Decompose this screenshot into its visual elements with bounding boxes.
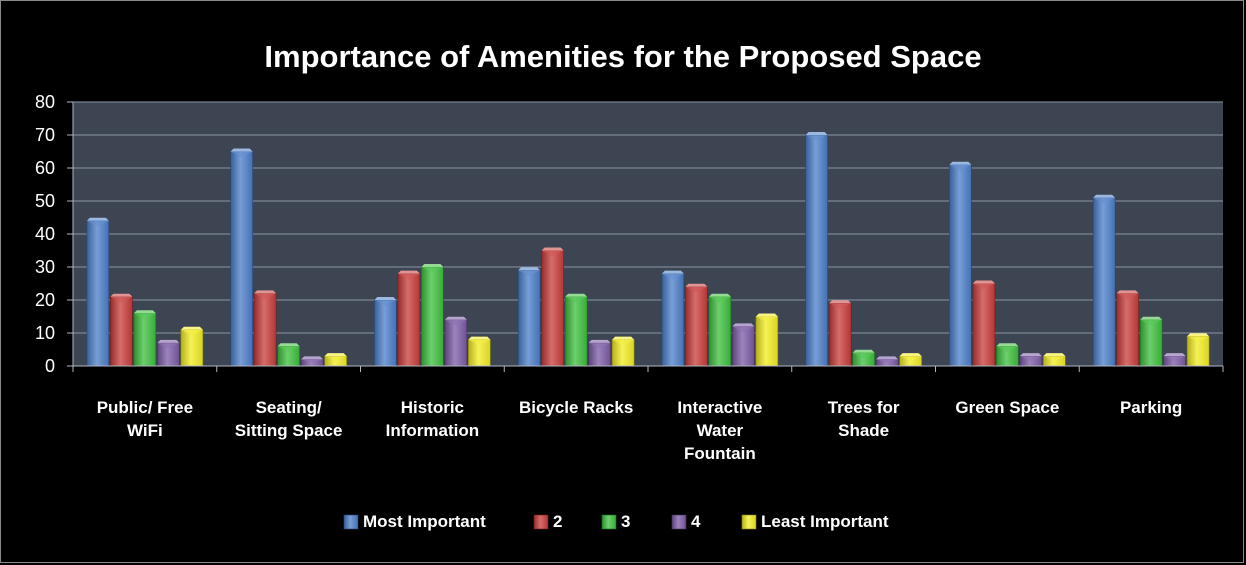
y-tick-label: 0 bbox=[45, 356, 55, 376]
legend-label: 4 bbox=[691, 512, 701, 531]
bar bbox=[755, 313, 779, 367]
category-label: Seating/Sitting Space bbox=[235, 398, 343, 440]
category-label: Historic Information bbox=[386, 398, 480, 440]
legend-label: 3 bbox=[621, 512, 630, 531]
bar bbox=[397, 270, 421, 367]
bar bbox=[949, 161, 972, 367]
y-axis-ticks: 0 10 20 30 40 50 60 70 80 bbox=[35, 92, 73, 376]
bar bbox=[110, 293, 133, 367]
legend-item: Most Important bbox=[343, 512, 486, 531]
bar bbox=[972, 280, 996, 367]
y-tick-label: 80 bbox=[35, 92, 55, 112]
bar bbox=[157, 339, 180, 367]
bar bbox=[828, 300, 852, 367]
bar bbox=[86, 217, 110, 367]
bar bbox=[1092, 194, 1116, 367]
bar bbox=[324, 353, 347, 367]
bar bbox=[1139, 316, 1163, 367]
bar bbox=[421, 264, 444, 367]
bar bbox=[588, 339, 611, 367]
legend-swatch bbox=[601, 514, 617, 530]
category-label: Green Space bbox=[955, 398, 1059, 417]
y-tick-label: 60 bbox=[35, 158, 55, 178]
legend-label: Most Important bbox=[363, 512, 486, 531]
chart-title: Importance of Amenities for the Proposed… bbox=[264, 39, 981, 74]
bar bbox=[374, 297, 397, 367]
bar bbox=[661, 270, 685, 367]
bar bbox=[1163, 353, 1186, 367]
legend-item: 2 bbox=[533, 512, 562, 531]
bar bbox=[685, 283, 708, 367]
category-label: Public/ Free WiFi bbox=[97, 398, 193, 440]
category-label: Parking bbox=[1120, 398, 1182, 417]
bar bbox=[468, 336, 491, 367]
bar bbox=[899, 353, 922, 367]
y-tick-label: 50 bbox=[35, 191, 55, 211]
y-tick-label: 70 bbox=[35, 125, 55, 145]
bar bbox=[180, 326, 204, 367]
legend-swatch bbox=[741, 514, 757, 530]
bar bbox=[541, 247, 564, 367]
bar bbox=[611, 336, 635, 367]
bar bbox=[253, 290, 277, 367]
bar bbox=[300, 356, 324, 367]
bar bbox=[996, 343, 1019, 367]
bar bbox=[1019, 353, 1043, 367]
bars bbox=[86, 132, 1210, 367]
category-label: Interactive Water Fountain bbox=[677, 398, 762, 463]
bar bbox=[444, 316, 468, 367]
bar bbox=[708, 293, 732, 367]
bar bbox=[517, 267, 541, 367]
bar bbox=[277, 343, 300, 367]
category-labels: Public/ Free WiFi Seating/Sitting Space His… bbox=[97, 398, 1183, 463]
bar bbox=[1116, 290, 1139, 367]
y-tick-label: 10 bbox=[35, 323, 55, 343]
bar bbox=[875, 356, 899, 367]
legend-swatch bbox=[533, 514, 549, 530]
category-label: Trees for Shade bbox=[828, 398, 900, 440]
legend-label: Least Important bbox=[761, 512, 889, 531]
legend-swatch bbox=[343, 514, 359, 530]
bar bbox=[852, 349, 875, 367]
y-tick-label: 40 bbox=[35, 224, 55, 244]
bar bbox=[133, 310, 157, 367]
bar bbox=[564, 293, 588, 367]
legend-item: 3 bbox=[601, 512, 630, 531]
bar bbox=[732, 323, 755, 367]
legend-label: 2 bbox=[553, 512, 562, 531]
legend-item: 4 bbox=[671, 512, 701, 531]
y-tick-label: 30 bbox=[35, 257, 55, 277]
category-label: Bicycle Racks bbox=[519, 398, 633, 417]
axes bbox=[72, 102, 1224, 372]
legend: Most Important 2 3 4 Least Important bbox=[343, 512, 889, 531]
bar bbox=[805, 132, 828, 367]
bar bbox=[230, 148, 253, 367]
bar bbox=[1186, 333, 1210, 367]
y-tick-label: 20 bbox=[35, 290, 55, 310]
bar bbox=[1043, 353, 1066, 367]
legend-swatch bbox=[671, 514, 687, 530]
legend-item: Least Important bbox=[741, 512, 889, 531]
